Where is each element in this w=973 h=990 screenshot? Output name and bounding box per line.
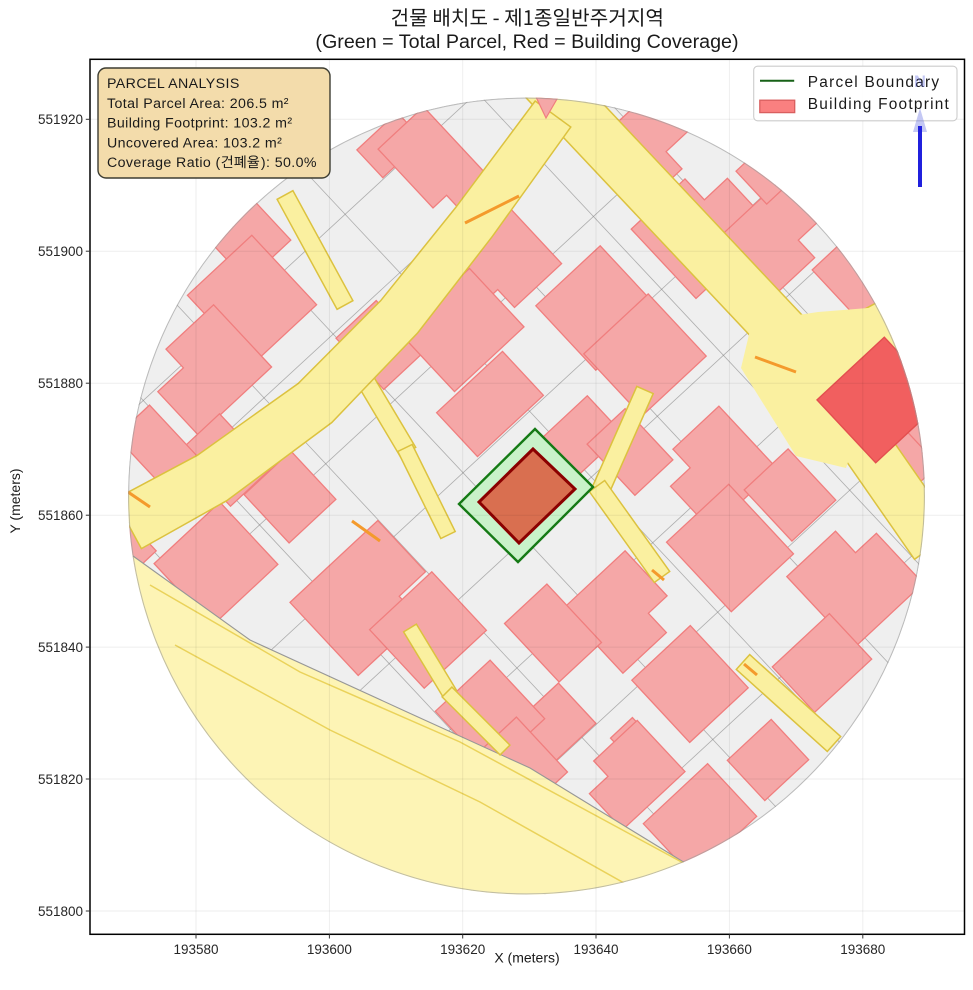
svg-text:551920: 551920 xyxy=(38,112,83,127)
svg-text:PARCEL ANALYSIS: PARCEL ANALYSIS xyxy=(107,76,240,92)
svg-text:Parcel Boundary: Parcel Boundary xyxy=(808,74,941,91)
svg-text:551800: 551800 xyxy=(38,904,83,919)
svg-text:): 50.0%: ): 50.0% xyxy=(261,155,317,171)
svg-text:Building Footprint: Building Footprint xyxy=(808,96,950,113)
svg-text:N: N xyxy=(914,73,926,91)
svg-text:193620: 193620 xyxy=(440,942,485,957)
svg-text:551840: 551840 xyxy=(38,640,83,655)
svg-text:(Green = Total Parcel, Red = B: (Green = Total Parcel, Red = Building Co… xyxy=(315,31,738,53)
svg-text:Y (meters): Y (meters) xyxy=(7,468,23,533)
svg-text:193580: 193580 xyxy=(173,942,218,957)
svg-text:551900: 551900 xyxy=(38,244,83,259)
svg-text:Total Parcel Area: 206.5 m²: Total Parcel Area: 206.5 m² xyxy=(107,96,289,112)
svg-text:Coverage Ratio (: Coverage Ratio ( xyxy=(107,155,221,171)
svg-text:551820: 551820 xyxy=(38,772,83,787)
svg-text:193640: 193640 xyxy=(573,942,618,957)
svg-text:193600: 193600 xyxy=(307,942,352,957)
svg-text:193680: 193680 xyxy=(840,942,885,957)
svg-text:Uncovered Area: 103.2 m²: Uncovered Area: 103.2 m² xyxy=(107,135,282,151)
svg-text:Building Footprint: 103.2 m²: Building Footprint: 103.2 m² xyxy=(107,116,292,132)
svg-text:551860: 551860 xyxy=(38,508,83,523)
svg-text:193660: 193660 xyxy=(707,942,752,957)
svg-text:X (meters): X (meters) xyxy=(494,950,559,966)
svg-text:551880: 551880 xyxy=(38,376,83,391)
